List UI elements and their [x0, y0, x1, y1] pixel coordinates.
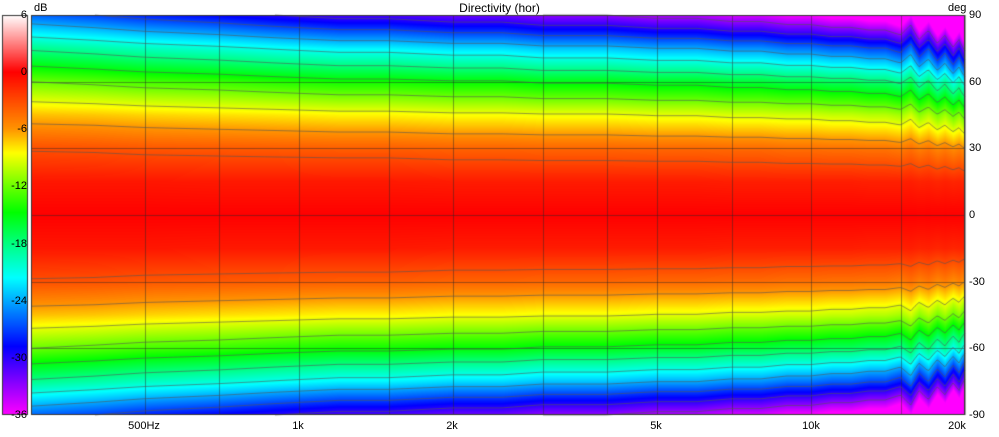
colorbar-tick: 6 [20, 9, 27, 21]
angle-unit-label: deg [948, 2, 967, 14]
freq-tick: 5k [650, 420, 662, 432]
angle-tick: -30 [969, 276, 985, 288]
angle-tick: 60 [969, 76, 982, 88]
angle-tick: -90 [969, 409, 985, 421]
colorbar-tick: -6 [17, 123, 27, 135]
angle-tick: 30 [969, 142, 982, 154]
angle-tick: 90 [969, 9, 982, 21]
freq-tick: 1k [292, 420, 304, 432]
freq-tick: 20k [948, 420, 966, 432]
colorbar-tick: -24 [11, 295, 27, 307]
colorbar-tick: -18 [11, 238, 27, 250]
colorbar-unit-label: dB [34, 2, 48, 14]
colorbar-tick: 0 [20, 66, 27, 78]
angle-tick: -60 [969, 342, 985, 354]
freq-tick: 10k [802, 420, 820, 432]
angle-tick: 0 [969, 209, 976, 221]
colorbar-tick: -12 [11, 180, 27, 192]
freq-tick: 500Hz [128, 420, 160, 432]
page-title: Directivity (hor) [459, 1, 540, 15]
colorbar-tick: -30 [11, 352, 27, 364]
freq-tick: 2k [446, 420, 458, 432]
colorbar-tick: -36 [11, 409, 27, 421]
